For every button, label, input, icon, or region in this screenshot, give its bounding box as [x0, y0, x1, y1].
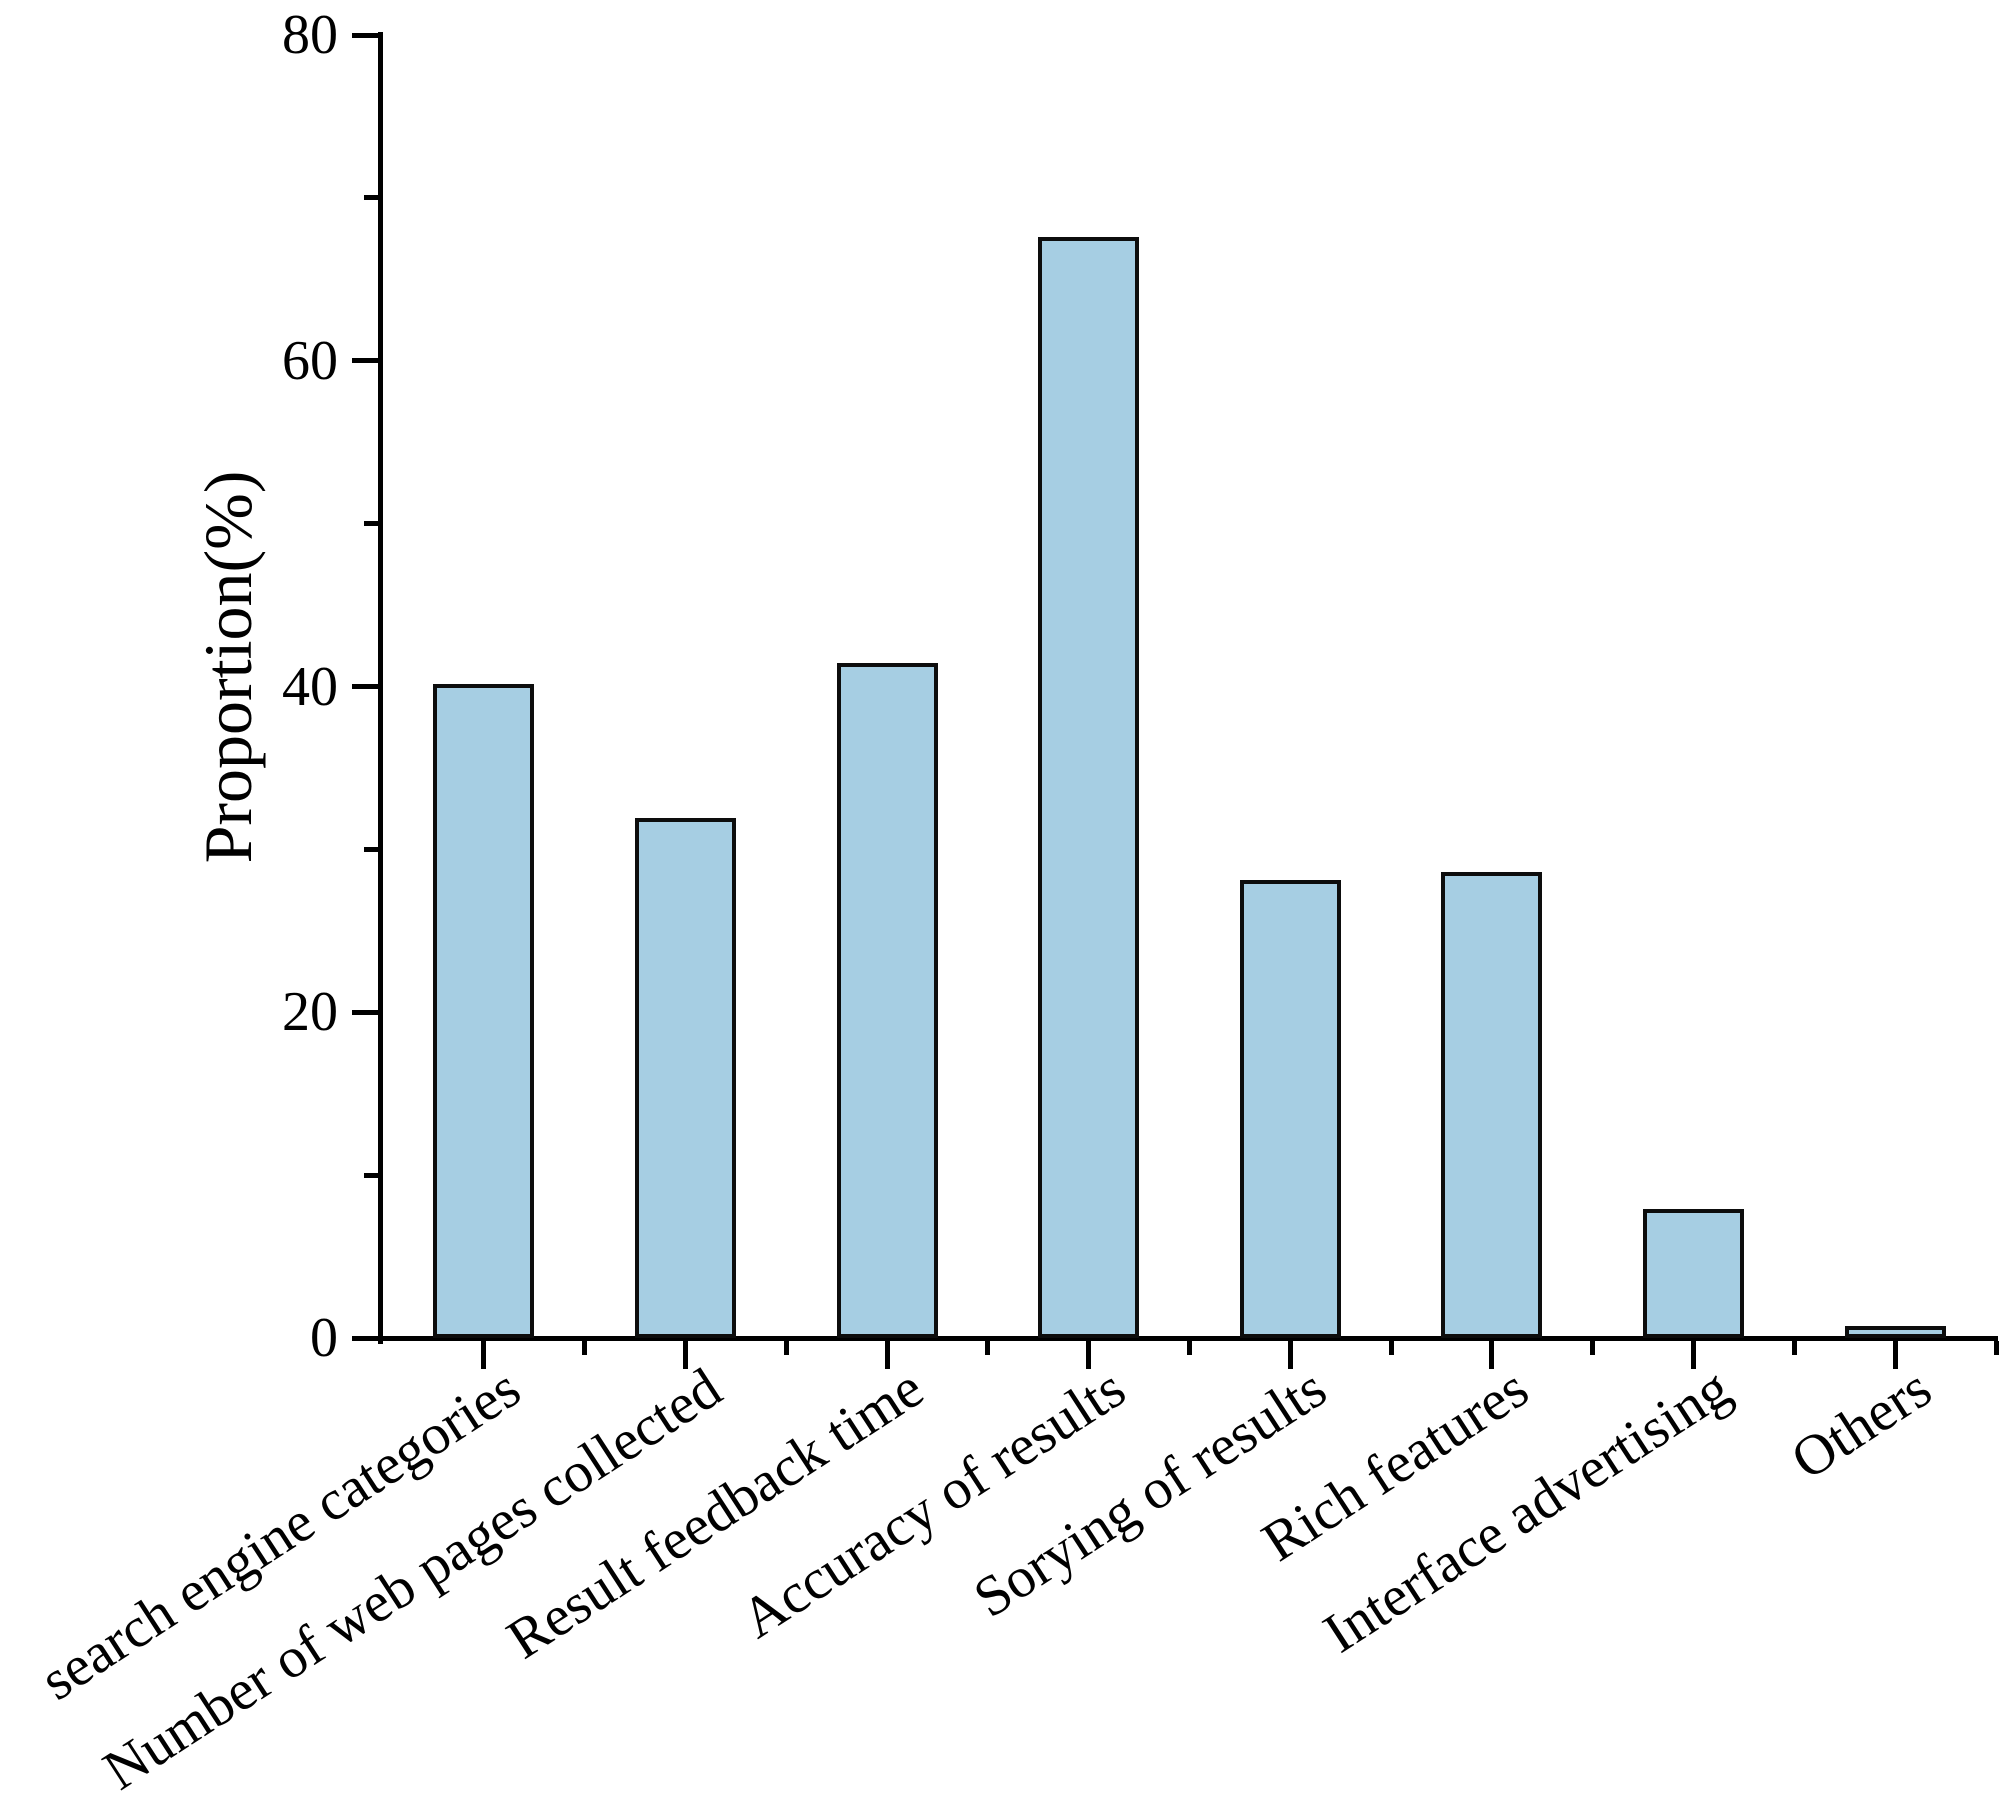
x-major-tick [682, 1341, 688, 1369]
x-minor-tick [1993, 1341, 1999, 1355]
y-tick-label: 0 [310, 1307, 338, 1369]
x-minor-tick [1791, 1341, 1797, 1355]
x-major-tick [481, 1341, 487, 1369]
y-minor-tick [364, 1172, 378, 1178]
x-minor-tick [1388, 1341, 1394, 1355]
bar [1038, 237, 1140, 1338]
x-minor-tick [985, 1341, 991, 1355]
y-major-tick [352, 1009, 378, 1015]
x-major-tick [1287, 1341, 1293, 1369]
y-tick-label: 40 [282, 655, 338, 718]
bar [1643, 1209, 1745, 1338]
x-minor-tick [1590, 1341, 1596, 1355]
y-tick-label: 60 [282, 329, 338, 392]
bar [836, 663, 938, 1338]
x-category-label: Others [1780, 1356, 1943, 1492]
x-major-tick [1086, 1341, 1092, 1369]
y-major-tick [352, 358, 378, 364]
x-axis-line [378, 1336, 1998, 1341]
y-major-tick [352, 32, 378, 38]
x-major-tick [884, 1341, 890, 1369]
y-minor-tick [364, 195, 378, 201]
y-major-tick [352, 1335, 378, 1341]
x-minor-tick [783, 1341, 789, 1355]
bar [634, 818, 736, 1338]
bar [433, 684, 535, 1338]
y-minor-tick [364, 521, 378, 527]
y-minor-tick [364, 846, 378, 852]
x-category-label: Sorying of results [963, 1356, 1338, 1630]
bar [1441, 872, 1543, 1338]
x-minor-tick [582, 1341, 588, 1355]
bar [1239, 880, 1341, 1338]
x-major-tick [1691, 1341, 1697, 1369]
x-minor-tick [1187, 1341, 1192, 1355]
y-major-tick [352, 684, 378, 689]
y-tick-label: 80 [282, 4, 338, 66]
y-tick-label: 20 [282, 981, 338, 1044]
x-major-tick [1892, 1341, 1898, 1369]
bar [1844, 1326, 1946, 1338]
y-axis-line [378, 32, 383, 1344]
x-major-tick [1489, 1341, 1495, 1369]
